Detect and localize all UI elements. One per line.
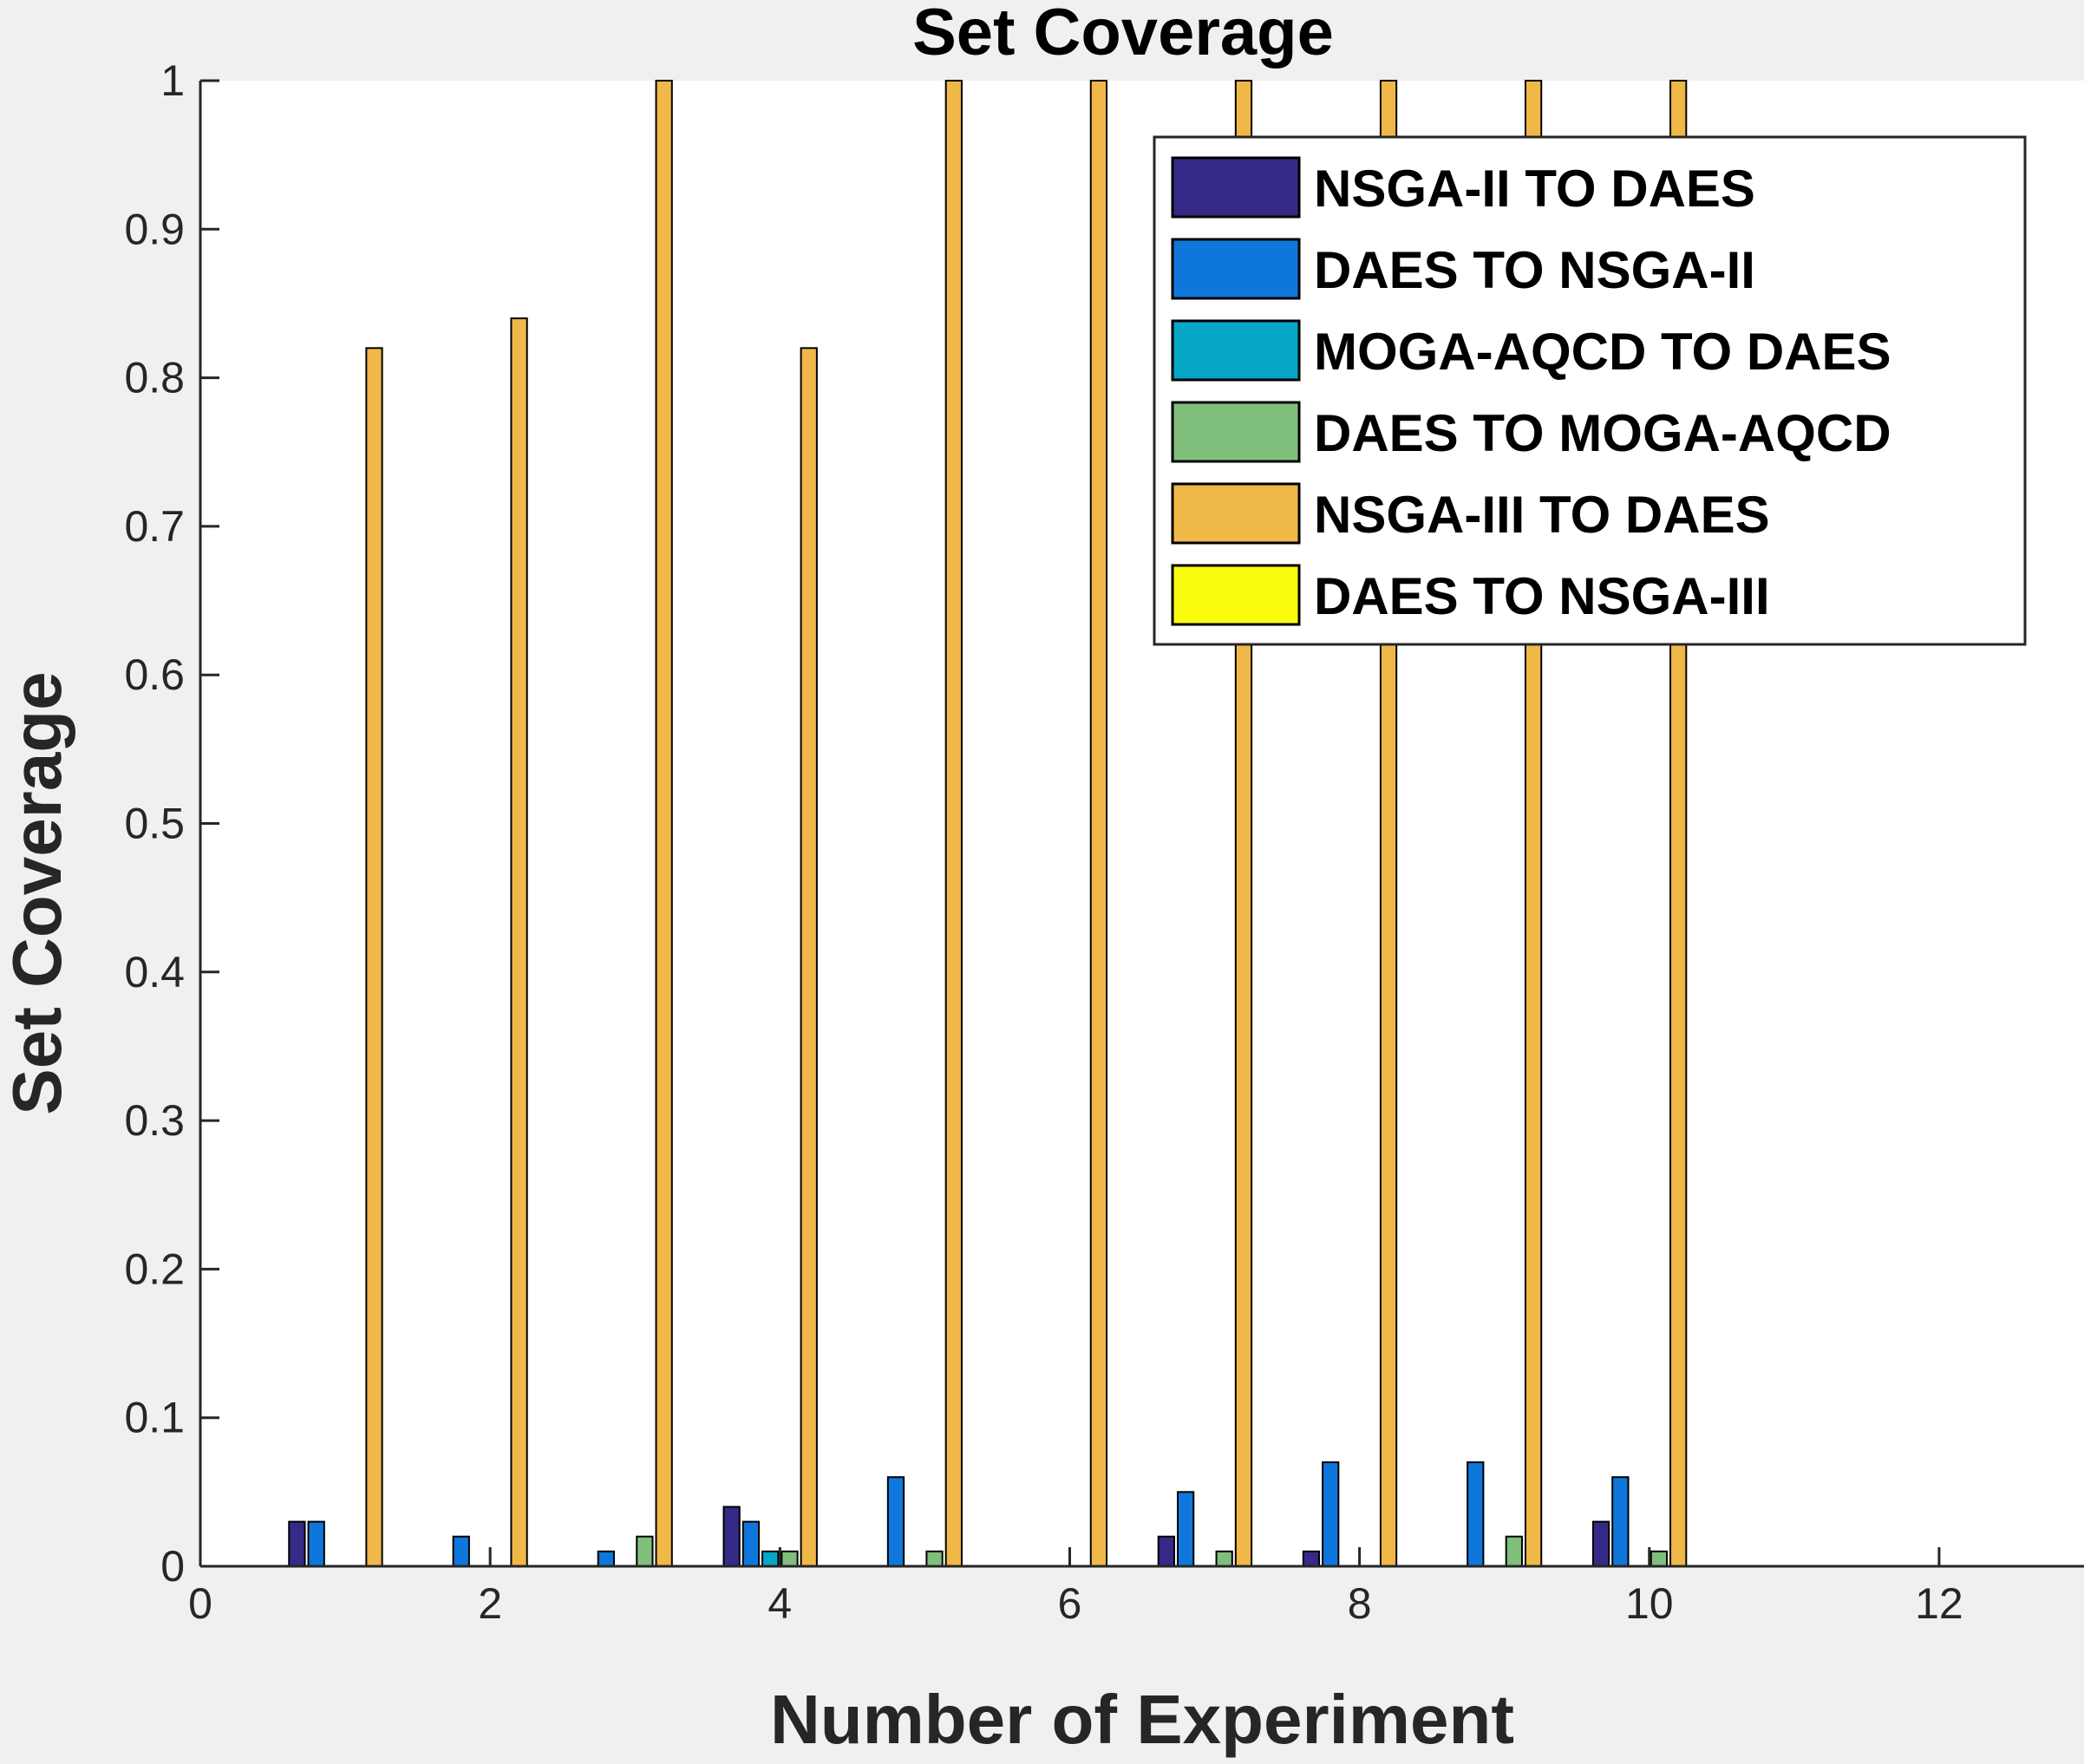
bar-5-4 xyxy=(800,347,818,1568)
legend-label-3: MOGA-AQCD TO DAES xyxy=(1314,323,1891,381)
y-tick-label-0.6: 0.6 xyxy=(124,650,185,699)
x-axis-label: Number of Experiment xyxy=(770,1681,1514,1758)
chart-title: Set Coverage xyxy=(912,0,1334,69)
bar-1-4 xyxy=(722,1506,741,1567)
bar-2-4 xyxy=(741,1520,761,1567)
x-tick-label-2: 2 xyxy=(478,1579,502,1628)
bar-5-6 xyxy=(1089,80,1108,1567)
bar-1-8 xyxy=(1302,1550,1321,1567)
x-tick-label-6: 6 xyxy=(1058,1579,1082,1628)
x-tick-label-4: 4 xyxy=(768,1579,792,1628)
bar-5-2 xyxy=(510,317,528,1568)
y-tick-label-0.8: 0.8 xyxy=(124,354,185,402)
bar-2-1 xyxy=(307,1520,325,1567)
y-tick-label-0.1: 0.1 xyxy=(124,1394,185,1442)
legend-swatch-4 xyxy=(1171,401,1301,463)
x-tick-label-8: 8 xyxy=(1348,1579,1372,1628)
bar-3-4 xyxy=(761,1550,780,1567)
legend-swatch-6 xyxy=(1171,564,1301,626)
legend-label-5: NSGA-III TO DAES xyxy=(1314,486,1770,544)
x-tick-label-10: 10 xyxy=(1625,1579,1674,1628)
y-tick-label-0.5: 0.5 xyxy=(124,800,185,848)
bar-2-3 xyxy=(597,1550,615,1567)
bar-5-3 xyxy=(655,80,673,1567)
bar-4-10 xyxy=(1650,1550,1669,1567)
axes-group: 0 2 4 6 8 10 12 0 0.1 0.2 0.3 0.4 0.5 0.6 0.7 0.8 0.9 1 xyxy=(124,56,2084,1628)
bar-2-2 xyxy=(452,1535,470,1567)
legend-swatch-2 xyxy=(1171,238,1301,300)
x-tick-label-12: 12 xyxy=(1915,1579,1963,1628)
x-tick-label-0: 0 xyxy=(188,1579,212,1628)
y-tick-label-1: 1 xyxy=(160,56,185,105)
bar-2-9 xyxy=(1467,1461,1485,1567)
bar-2-7 xyxy=(1176,1491,1195,1567)
bar-4-5 xyxy=(925,1550,944,1567)
y-axis-label: Set Coverage xyxy=(0,671,75,1114)
bar-4-3 xyxy=(636,1535,654,1567)
bar-1-1 xyxy=(288,1520,306,1567)
bar-5-1 xyxy=(365,347,383,1568)
y-tick-label-0.9: 0.9 xyxy=(124,205,185,253)
legend-label-6: DAES TO NSGA-III xyxy=(1314,567,1770,625)
bar-1-10 xyxy=(1591,1520,1610,1567)
bar-4-9 xyxy=(1505,1535,1523,1567)
bar-2-8 xyxy=(1322,1461,1340,1567)
y-tick-label-0.7: 0.7 xyxy=(124,502,185,551)
legend-box xyxy=(1153,135,2027,646)
bar-1-7 xyxy=(1157,1535,1175,1567)
legend-label-1: NSGA-II TO DAES xyxy=(1314,160,1755,218)
legend-swatch-5 xyxy=(1171,482,1301,545)
bar-2-10 xyxy=(1611,1476,1630,1567)
bar-5-5 xyxy=(944,80,963,1567)
y-tick-label-0.3: 0.3 xyxy=(124,1096,185,1145)
bar-2-5 xyxy=(886,1476,905,1567)
legend-swatch-3 xyxy=(1171,319,1301,382)
legend-label-2: DAES TO NSGA-II xyxy=(1314,241,1755,299)
y-tick-label-0.2: 0.2 xyxy=(124,1245,185,1293)
legend-swatch-1 xyxy=(1171,156,1301,219)
legend: NSGA-II TO DAES DAES TO NSGA-II MOGA-AQCD … xyxy=(1153,135,2027,646)
bar-4-4 xyxy=(781,1550,799,1567)
y-tick-label-0: 0 xyxy=(160,1542,185,1591)
legend-label-4: DAES TO MOGA-AQCD xyxy=(1314,404,1891,462)
bar-4-7 xyxy=(1215,1550,1233,1567)
y-tick-label-0.4: 0.4 xyxy=(124,948,185,996)
